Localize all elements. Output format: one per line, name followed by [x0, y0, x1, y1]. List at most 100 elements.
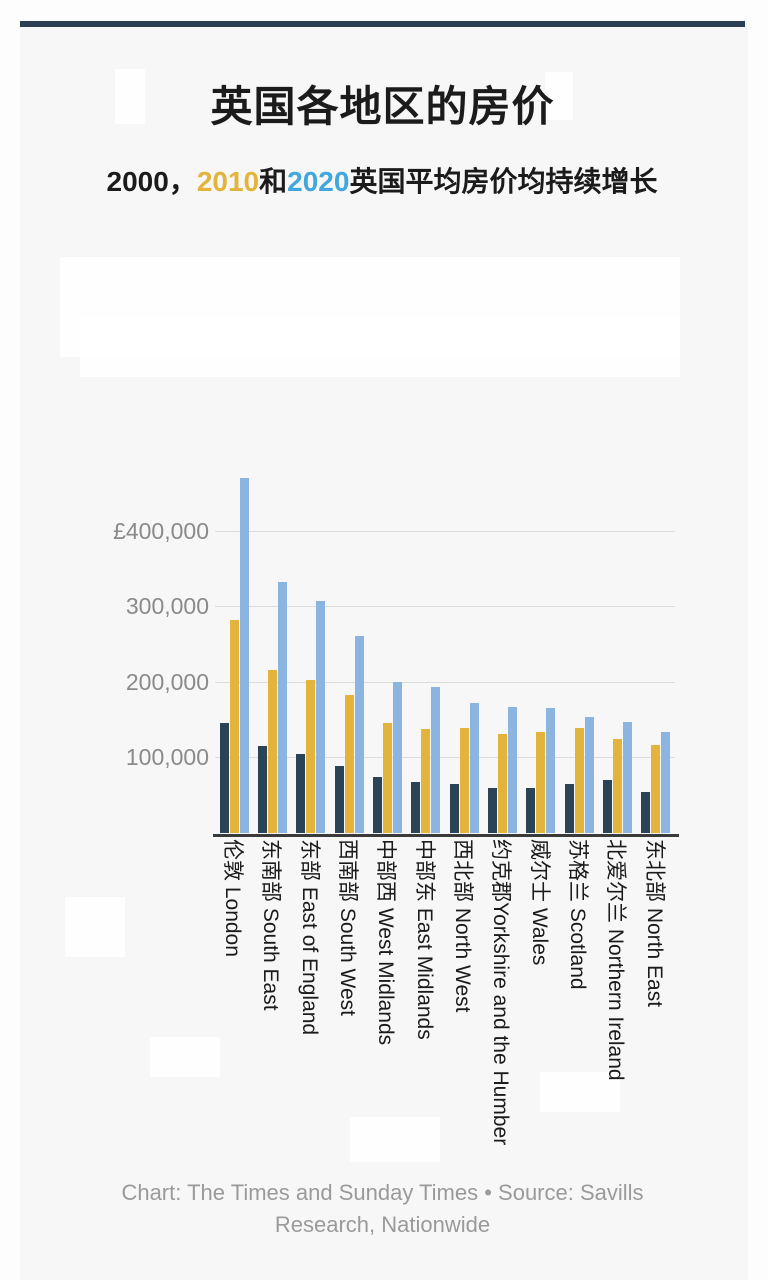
bar-2000[interactable] [564, 783, 574, 833]
bar-2000[interactable] [372, 777, 382, 833]
bar-group[interactable] [368, 455, 406, 833]
x-axis-tick-label: 东北部 North East [642, 839, 666, 1008]
bar-group[interactable] [407, 455, 445, 833]
x-axis-label-cell: 东部 East of England [292, 839, 330, 1139]
bar-2000[interactable] [257, 746, 267, 833]
x-axis-label-cell: 苏格兰 Scotland [560, 839, 598, 1139]
chart-card: 英国各地区的房价 2000，2010和2020英国平均房价均持续增长 £400,… [20, 27, 745, 1262]
x-axis-label-cell: 西北部 North West [445, 839, 483, 1139]
y-axis-tick-label: 100,000 [125, 744, 209, 771]
chart-subtitle: 2000，2010和2020英国平均房价均持续增长 [72, 162, 692, 203]
bar-2010[interactable] [344, 695, 354, 833]
subtitle-year-2010: 2010 [196, 166, 260, 197]
subtitle-tail: 英国平均房价均持续增长 [349, 166, 658, 197]
page-margin-top [0, 0, 768, 20]
gridline [215, 681, 675, 683]
bar-2010[interactable] [574, 727, 584, 833]
x-axis-label-cell: 东南部 South East [253, 839, 291, 1139]
bar-2020[interactable] [507, 706, 517, 833]
bar-2020[interactable] [316, 600, 326, 833]
bar-2020[interactable] [661, 732, 671, 833]
bar-chart-plot-area: £400,000 300,000 200,000 100,000 [113, 455, 679, 837]
x-axis-tick-label: 西北部 North West [451, 839, 475, 1013]
x-axis-labels: 伦敦 London 东南部 South East 东部 East of Englan… [215, 839, 675, 1145]
paper-blotch [545, 72, 573, 120]
bar-2000[interactable] [219, 723, 229, 833]
bar-2010[interactable] [306, 680, 316, 833]
bar-2000[interactable] [449, 783, 459, 833]
x-axis-tick-label: 东部 East of England [297, 839, 321, 1036]
bar-group[interactable] [292, 455, 330, 833]
bar-groups [215, 455, 675, 833]
bar-group[interactable] [445, 455, 483, 833]
x-axis-tick-label: 苏格兰 Scotland [566, 839, 590, 990]
paper-blotch [65, 897, 125, 957]
plot-inner: £400,000 300,000 200,000 100,000 [113, 455, 679, 837]
chart-credit: Chart: The Times and Sunday Times • Sour… [121, 1180, 644, 1237]
bar-group[interactable] [522, 455, 560, 833]
y-axis-tick-label: 300,000 [125, 593, 209, 620]
x-axis-tick-label: 西南部 South West [336, 839, 360, 1017]
page-margin-left [0, 0, 20, 1280]
bar-2010[interactable] [612, 738, 622, 833]
paper-blotch [350, 1117, 440, 1162]
page-margin-right [748, 0, 768, 1280]
bar-2000[interactable] [411, 781, 421, 833]
bar-2020[interactable] [584, 717, 594, 833]
x-axis-tick-label: 约克郡Yorkshire and the Humber [489, 839, 513, 1146]
x-axis-tick-label: 中部西 West Midlands [374, 839, 398, 1046]
bar-2020[interactable] [239, 477, 249, 833]
bar-group[interactable] [253, 455, 291, 833]
subtitle-year-2020: 2020 [287, 166, 350, 197]
bar-2000[interactable] [296, 753, 306, 833]
paper-blotch [540, 1072, 620, 1112]
bar-2000[interactable] [602, 780, 612, 833]
bar-2000[interactable] [334, 766, 344, 833]
bar-2020[interactable] [469, 702, 479, 833]
gridline [215, 606, 675, 608]
bar-2020[interactable] [354, 636, 364, 833]
bar-2020[interactable] [546, 708, 556, 833]
x-axis-label-cell: 北爱尔兰 Northern Ireland [598, 839, 636, 1139]
bar-2010[interactable] [536, 732, 546, 833]
bar-group[interactable] [560, 455, 598, 833]
gridline [215, 530, 675, 532]
subtitle-year-2000: 2000， [106, 166, 197, 197]
top-divider-rule [20, 21, 745, 27]
bar-group[interactable] [483, 455, 521, 833]
x-axis-tick-label: 北爱尔兰 Northern Ireland [604, 839, 628, 1081]
gridline [215, 757, 675, 759]
x-axis-label-cell: 东北部 North East [637, 839, 675, 1139]
bar-2020[interactable] [277, 582, 287, 833]
x-axis-label-cell: 威尔士 Wales [522, 839, 560, 1139]
bar-2020[interactable] [392, 681, 402, 833]
x-axis-label-cell: 中部西 West Midlands [368, 839, 406, 1139]
x-axis-tick-label: 伦敦 London [221, 839, 245, 957]
x-axis-tick-label: 东南部 South East [259, 839, 283, 1011]
bar-group[interactable] [330, 455, 368, 833]
paper-blotch [80, 317, 680, 377]
x-axis-label-cell: 中部东 East Midlands [407, 839, 445, 1139]
bar-2010[interactable] [459, 727, 469, 833]
bar-2000[interactable] [526, 787, 536, 833]
bar-group[interactable] [215, 455, 253, 833]
x-axis-tick-label: 威尔士 Wales [527, 839, 551, 966]
bar-2000[interactable] [487, 787, 497, 833]
bar-group[interactable] [598, 455, 636, 833]
y-axis-tick-label: £400,000 [113, 517, 209, 544]
bar-2000[interactable] [641, 792, 651, 833]
bar-2010[interactable] [421, 728, 431, 833]
bar-2010[interactable] [267, 669, 277, 833]
y-axis-tick-label: 200,000 [125, 668, 209, 695]
bar-2010[interactable] [497, 733, 507, 833]
paper-blotch [150, 1037, 220, 1077]
bar-2020[interactable] [431, 687, 441, 833]
x-axis-line [213, 834, 679, 837]
bar-2010[interactable] [651, 745, 661, 833]
bar-2010[interactable] [382, 722, 392, 833]
bar-2020[interactable] [622, 721, 632, 833]
bar-group[interactable] [637, 455, 675, 833]
x-axis-label-cell: 约克郡Yorkshire and the Humber [483, 839, 521, 1145]
bar-2010[interactable] [229, 619, 239, 833]
